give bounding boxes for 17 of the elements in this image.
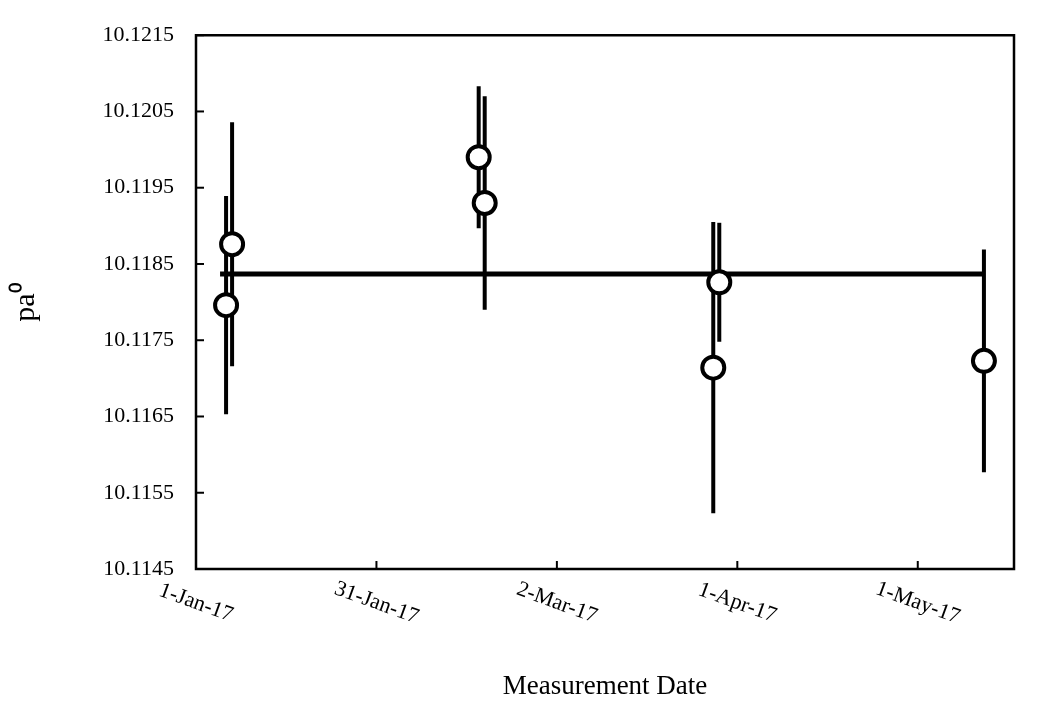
point bbox=[213, 292, 240, 319]
y-tick-label: 10.1205 bbox=[102, 97, 174, 123]
x-axis-title: Measurement Date bbox=[502, 669, 708, 700]
point bbox=[471, 189, 498, 216]
x-tick-label: 1-Apr-17 bbox=[695, 575, 781, 628]
y-tick-label: 10.1155 bbox=[103, 478, 174, 504]
y-tick-label: 10.1165 bbox=[103, 402, 174, 428]
y-tick-label: 10.1195 bbox=[103, 173, 174, 199]
point bbox=[700, 354, 727, 381]
y-tick-label: 10.1215 bbox=[102, 20, 174, 46]
point bbox=[219, 231, 246, 258]
y-axis-title: pa⁰ bbox=[6, 282, 40, 322]
y-tick-label: 10.1185 bbox=[103, 249, 174, 275]
point bbox=[706, 269, 733, 296]
point bbox=[970, 347, 997, 374]
point bbox=[465, 144, 492, 171]
y-tick-label: 10.1175 bbox=[103, 326, 174, 352]
